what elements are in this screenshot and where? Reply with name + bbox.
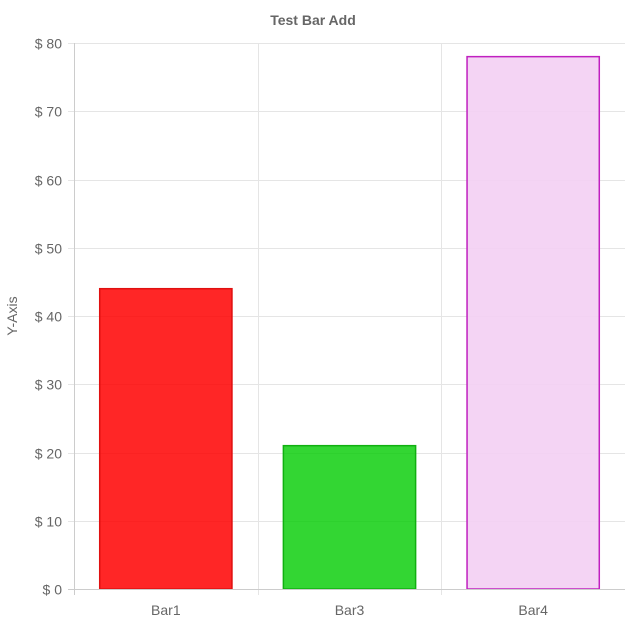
x-tick-label: Bar3 [335,602,365,618]
bars-layer [98,55,601,590]
labels-layer: $ 0 $ 10 $ 20 $ 30 $ 40 $ 50 $ 60 $ 70 $ 80 Bar1 B… [35,36,548,619]
y-tick-label: $ 20 [35,446,62,462]
bar-bar4[interactable] [466,55,601,590]
bar-bar1[interactable] [98,287,233,590]
axes-layer [74,43,625,590]
y-tick-label: $ 50 [35,241,62,257]
x-tick-label: Bar1 [151,602,181,618]
y-tick-label: $ 60 [35,173,62,189]
y-tick-label: $ 70 [35,104,62,120]
chart-title: Test Bar Add [270,12,356,28]
x-tick-label: Bar4 [518,602,548,618]
bar-bar3[interactable] [282,444,417,590]
y-tick-label: $ 30 [35,377,62,393]
y-tick-label: $ 0 [43,582,63,598]
y-tick-label: $ 10 [35,514,62,530]
y-axis-title: Y-Axis [4,296,20,335]
y-tick-label: $ 40 [35,309,62,325]
y-tick-label: $ 80 [35,36,62,52]
